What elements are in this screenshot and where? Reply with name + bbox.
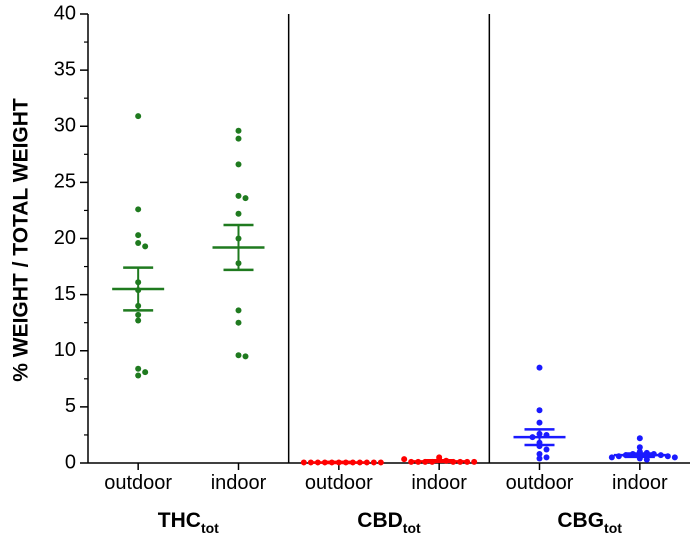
data-point — [536, 364, 543, 371]
data-point — [408, 458, 415, 465]
data-point — [608, 454, 615, 461]
data-point — [363, 459, 370, 466]
data-point — [235, 161, 242, 168]
data-point — [135, 311, 142, 318]
labels-layer: 0 5 10 15 20 25 30 35 40 outdoor indoor THCtot outdo… — [54, 2, 668, 536]
data-point — [370, 459, 377, 466]
data-point — [401, 456, 408, 463]
data-point — [377, 459, 384, 466]
data-point — [543, 446, 550, 453]
y-tick-label: 25 — [54, 171, 76, 193]
data-point — [135, 317, 142, 324]
data-point — [300, 459, 307, 466]
data-point — [471, 458, 478, 465]
data-point — [242, 353, 249, 360]
x-category-label: outdoor — [305, 472, 373, 494]
data-point — [135, 239, 142, 246]
x-category-label: indoor — [211, 472, 267, 494]
x-category-label: indoor — [612, 472, 668, 494]
data-point — [135, 372, 142, 379]
group-label: CBDtot — [357, 509, 421, 536]
y-axis-title: % WEIGHT / TOTAL WEIGHT — [10, 98, 33, 382]
y-tick-label: 20 — [54, 227, 76, 249]
group-label: CBGtot — [557, 509, 622, 536]
data-point — [235, 352, 242, 359]
data-point — [307, 459, 314, 466]
y-tick-label: 0 — [65, 451, 76, 473]
axes-layer — [80, 13, 690, 470]
y-tick-label: 40 — [54, 2, 76, 24]
data-point — [636, 444, 643, 451]
data-point — [235, 307, 242, 314]
y-tick-label: 5 — [65, 395, 76, 417]
data-point — [536, 451, 543, 458]
data-point — [643, 456, 650, 463]
data-point — [142, 369, 149, 376]
data-point — [142, 243, 149, 250]
data-point — [235, 210, 242, 217]
data-point — [235, 127, 242, 134]
data-point — [536, 407, 543, 414]
y-tick-label: 10 — [54, 339, 76, 361]
data-point — [135, 365, 142, 372]
data-point — [464, 458, 471, 465]
group-label: THCtot — [158, 509, 219, 536]
data-point — [235, 192, 242, 199]
data-point — [636, 435, 643, 442]
data-point — [671, 454, 678, 461]
data-point — [536, 455, 543, 462]
data-point — [135, 113, 142, 120]
x-category-label: outdoor — [506, 472, 574, 494]
y-tick-label: 30 — [54, 115, 76, 137]
data-point — [543, 454, 550, 461]
points-layer — [112, 113, 678, 466]
data-point — [235, 319, 242, 326]
data-point — [536, 419, 543, 426]
y-tick-label: 35 — [54, 58, 76, 80]
data-point — [135, 232, 142, 239]
y-tick-label: 15 — [54, 283, 76, 305]
data-point — [135, 206, 142, 213]
data-point — [242, 195, 249, 202]
data-point — [664, 453, 671, 460]
x-category-label: indoor — [411, 472, 467, 494]
x-category-label: outdoor — [104, 472, 172, 494]
data-point — [235, 135, 242, 142]
